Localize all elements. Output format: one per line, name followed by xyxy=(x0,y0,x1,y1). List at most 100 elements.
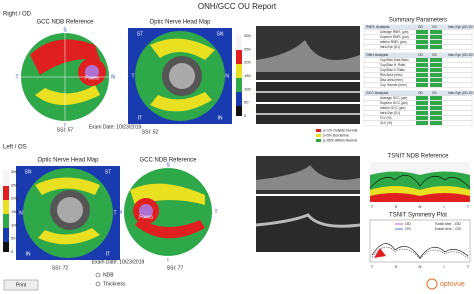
radio-button[interactable] xyxy=(95,272,101,278)
onh-map xyxy=(128,28,232,124)
cell xyxy=(430,111,442,115)
direction-label: IN xyxy=(26,251,31,257)
row-label: Rim Area (mm²) xyxy=(380,73,403,77)
colorbar xyxy=(236,34,242,116)
row-label: Inferior RNFL (µm) xyxy=(380,40,407,44)
row-label: Intra-Eye (S-I) xyxy=(380,45,400,49)
row-label: Average GCC (µm) xyxy=(380,96,407,100)
row-label: Disc Area (mm²) xyxy=(380,78,403,82)
direction-label: T xyxy=(15,74,18,80)
axis-label: S xyxy=(395,204,398,209)
legend-swatch xyxy=(316,129,321,132)
cell xyxy=(416,35,428,39)
colorbar-label: 200 xyxy=(244,60,251,65)
legend-swatch xyxy=(316,139,321,142)
cell xyxy=(430,58,442,62)
logo-mark xyxy=(426,278,438,290)
section-name: RNFL Analysis xyxy=(366,25,390,29)
axis-label: N xyxy=(419,204,422,209)
column-header: OD xyxy=(418,53,423,57)
colorbar-label: 50 xyxy=(244,100,249,105)
report-title: ONH/GCC OU Report xyxy=(198,2,277,11)
map-title: GCC NDB Reference xyxy=(36,20,94,26)
cell xyxy=(430,96,442,100)
direction-label: N xyxy=(111,74,115,80)
cell xyxy=(416,83,428,87)
section-name: ONH Analysis xyxy=(366,53,388,57)
cell xyxy=(430,68,442,72)
exam-date: Exam Date: 10/23/2019 xyxy=(89,124,142,130)
cell xyxy=(416,73,428,77)
tsnit-plot xyxy=(369,162,471,202)
axis-label: T xyxy=(371,204,374,209)
ssi: SSI: 72 xyxy=(52,265,69,271)
fovea-label: Fovea xyxy=(139,214,153,220)
direction-label: ST xyxy=(137,31,143,37)
table-header xyxy=(364,24,472,30)
column-header: OS xyxy=(432,25,437,29)
radio-label[interactable]: Thickness xyxy=(103,281,126,287)
direction-label: N xyxy=(225,73,229,79)
colorbar-label: 0 xyxy=(11,249,14,254)
colorbar-label: 250 xyxy=(244,46,251,51)
legend-label: OD xyxy=(405,221,411,226)
legend-label: Solid line - OD xyxy=(435,221,461,226)
ssi: SSI: 57 xyxy=(57,127,74,133)
colorbar-label: 100 xyxy=(244,86,251,91)
column-header: OD xyxy=(418,91,423,95)
cell xyxy=(416,116,428,120)
legend-swatch xyxy=(316,134,321,137)
cell xyxy=(430,40,442,44)
cell xyxy=(430,30,442,34)
legend-label: p<1% Outside Normal xyxy=(323,128,358,132)
print-button[interactable] xyxy=(3,279,39,291)
cell xyxy=(416,63,428,67)
row-label: Cup Volume (mm³) xyxy=(380,83,407,87)
radio-label[interactable]: NDB xyxy=(103,272,114,278)
legend-label: p<95% Within Normal xyxy=(323,138,357,142)
colorbar-label: 300 xyxy=(244,33,251,38)
section-title: TSNIT Symmetry Plot xyxy=(389,213,447,219)
row-label: FLV (%) xyxy=(380,116,391,120)
direction-label: I xyxy=(64,122,65,128)
colorbar-label: 200 xyxy=(11,196,18,201)
cell xyxy=(430,83,442,87)
row-label: Intra-Eye (S-I) xyxy=(380,111,400,115)
colorbar-label: 250 xyxy=(11,182,18,187)
cell xyxy=(430,35,442,39)
gcc-map xyxy=(21,33,109,121)
section-title: Summary Parameters xyxy=(389,18,447,24)
cell xyxy=(430,101,442,105)
logo: optovue xyxy=(440,281,465,288)
cell xyxy=(430,63,442,67)
cell xyxy=(416,121,428,125)
direction-label: S xyxy=(63,27,67,33)
axis-label: T xyxy=(467,204,470,209)
cell xyxy=(416,58,428,62)
column-header: OD xyxy=(418,25,423,29)
fovea-label: Fovea xyxy=(85,75,99,81)
cell xyxy=(416,101,428,105)
column-header: Inter-Eye (OD-OS) xyxy=(448,53,474,57)
axis-label: T xyxy=(467,264,470,269)
cell xyxy=(416,96,428,100)
direction-label: IT xyxy=(106,251,110,257)
row-label: Superior GCC (µm) xyxy=(380,101,408,105)
row-label: Inferior GCC (µm) xyxy=(380,106,405,110)
direction-label: ST xyxy=(105,169,111,175)
cell xyxy=(430,106,442,110)
direction-label: N xyxy=(118,209,122,215)
legend-label: Dash line - OS xyxy=(435,226,461,231)
column-header: OS xyxy=(432,91,437,95)
print-label[interactable]: Print xyxy=(16,282,27,288)
radio-button[interactable] xyxy=(95,281,101,287)
cell xyxy=(430,121,442,125)
cell xyxy=(416,40,428,44)
ssi: SSI: 77 xyxy=(167,265,184,271)
direction-label: SN xyxy=(25,169,32,175)
row-label: Cup/Disc V. Ratio xyxy=(380,68,405,72)
column-header: Inter-Eye (OD-OS) xyxy=(448,91,474,95)
direction-label: N xyxy=(19,210,23,216)
direction-label: SN xyxy=(217,31,224,37)
